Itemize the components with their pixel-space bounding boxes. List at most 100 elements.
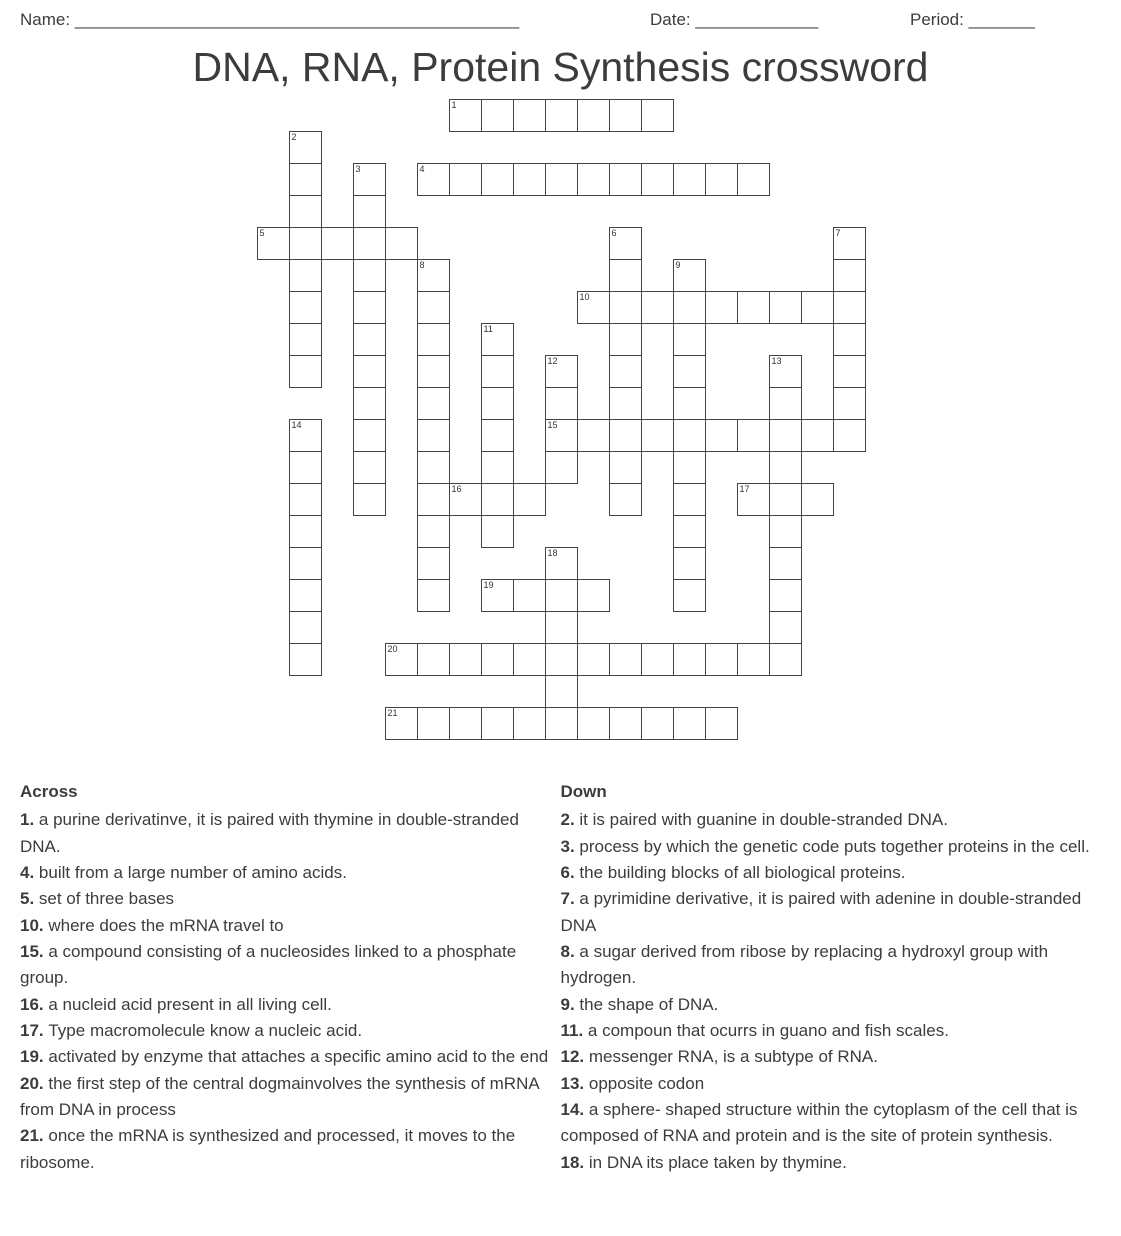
crossword-cell[interactable] bbox=[673, 483, 706, 516]
crossword-cell[interactable] bbox=[833, 387, 866, 420]
crossword-cell[interactable] bbox=[289, 355, 322, 388]
crossword-cell[interactable] bbox=[609, 163, 642, 196]
crossword-cell[interactable] bbox=[449, 163, 482, 196]
crossword-cell[interactable] bbox=[769, 291, 802, 324]
crossword-cell[interactable] bbox=[353, 483, 386, 516]
crossword-cell[interactable] bbox=[545, 163, 578, 196]
date-field[interactable]: Date: _____________ bbox=[650, 10, 910, 30]
crossword-cell[interactable] bbox=[449, 643, 482, 676]
crossword-cell[interactable] bbox=[545, 387, 578, 420]
crossword-cell[interactable] bbox=[833, 419, 866, 452]
crossword-cell[interactable] bbox=[577, 419, 610, 452]
crossword-cell[interactable] bbox=[545, 707, 578, 740]
crossword-cell[interactable] bbox=[673, 419, 706, 452]
crossword-cell[interactable] bbox=[353, 259, 386, 292]
crossword-cell[interactable] bbox=[769, 515, 802, 548]
crossword-cell[interactable] bbox=[417, 419, 450, 452]
crossword-cell[interactable] bbox=[289, 259, 322, 292]
crossword-cell[interactable] bbox=[673, 355, 706, 388]
crossword-cell[interactable] bbox=[289, 611, 322, 644]
crossword-cell[interactable] bbox=[417, 547, 450, 580]
crossword-cell[interactable] bbox=[641, 707, 674, 740]
crossword-cell[interactable]: 6 bbox=[609, 227, 642, 260]
crossword-cell[interactable] bbox=[641, 643, 674, 676]
crossword-cell[interactable]: 14 bbox=[289, 419, 322, 452]
crossword-cell[interactable] bbox=[545, 643, 578, 676]
crossword-cell[interactable] bbox=[673, 291, 706, 324]
crossword-cell[interactable] bbox=[289, 547, 322, 580]
crossword-cell[interactable] bbox=[289, 643, 322, 676]
crossword-cell[interactable]: 16 bbox=[449, 483, 482, 516]
crossword-cell[interactable] bbox=[417, 483, 450, 516]
crossword-cell[interactable] bbox=[769, 387, 802, 420]
crossword-cell[interactable] bbox=[673, 515, 706, 548]
crossword-cell[interactable] bbox=[513, 99, 546, 132]
crossword-cell[interactable] bbox=[289, 579, 322, 612]
crossword-cell[interactable] bbox=[289, 451, 322, 484]
crossword-cell[interactable] bbox=[289, 483, 322, 516]
crossword-cell[interactable] bbox=[321, 227, 354, 260]
crossword-cell[interactable]: 10 bbox=[577, 291, 610, 324]
crossword-cell[interactable] bbox=[289, 195, 322, 228]
crossword-cell[interactable]: 9 bbox=[673, 259, 706, 292]
crossword-cell[interactable] bbox=[673, 163, 706, 196]
crossword-cell[interactable] bbox=[673, 643, 706, 676]
crossword-cell[interactable] bbox=[545, 579, 578, 612]
crossword-cell[interactable] bbox=[353, 419, 386, 452]
crossword-cell[interactable]: 19 bbox=[481, 579, 514, 612]
crossword-cell[interactable] bbox=[545, 451, 578, 484]
crossword-cell[interactable] bbox=[737, 419, 770, 452]
crossword-cell[interactable] bbox=[609, 259, 642, 292]
crossword-cell[interactable] bbox=[833, 355, 866, 388]
crossword-cell[interactable] bbox=[385, 227, 418, 260]
crossword-cell[interactable] bbox=[481, 355, 514, 388]
crossword-cell[interactable] bbox=[577, 579, 610, 612]
crossword-cell[interactable]: 3 bbox=[353, 163, 386, 196]
crossword-cell[interactable] bbox=[833, 323, 866, 356]
crossword-cell[interactable]: 15 bbox=[545, 419, 578, 452]
crossword-cell[interactable]: 1 bbox=[449, 99, 482, 132]
crossword-cell[interactable] bbox=[577, 99, 610, 132]
crossword-cell[interactable] bbox=[609, 707, 642, 740]
crossword-cell[interactable] bbox=[417, 387, 450, 420]
crossword-cell[interactable] bbox=[545, 99, 578, 132]
crossword-cell[interactable] bbox=[481, 707, 514, 740]
crossword-cell[interactable]: 2 bbox=[289, 131, 322, 164]
crossword-cell[interactable] bbox=[609, 323, 642, 356]
crossword-cell[interactable]: 18 bbox=[545, 547, 578, 580]
crossword-cell[interactable] bbox=[417, 451, 450, 484]
crossword-cell[interactable] bbox=[705, 643, 738, 676]
crossword-cell[interactable] bbox=[545, 675, 578, 708]
crossword-cell[interactable] bbox=[737, 291, 770, 324]
crossword-cell[interactable]: 21 bbox=[385, 707, 418, 740]
crossword-cell[interactable] bbox=[609, 483, 642, 516]
crossword-cell[interactable] bbox=[481, 483, 514, 516]
crossword-cell[interactable]: 20 bbox=[385, 643, 418, 676]
crossword-cell[interactable] bbox=[481, 451, 514, 484]
crossword-cell[interactable] bbox=[289, 323, 322, 356]
crossword-cell[interactable] bbox=[417, 355, 450, 388]
crossword-cell[interactable] bbox=[673, 387, 706, 420]
crossword-cell[interactable] bbox=[417, 323, 450, 356]
crossword-cell[interactable] bbox=[545, 611, 578, 644]
crossword-cell[interactable] bbox=[673, 451, 706, 484]
crossword-cell[interactable] bbox=[641, 291, 674, 324]
crossword-cell[interactable] bbox=[769, 451, 802, 484]
crossword-cell[interactable] bbox=[705, 291, 738, 324]
crossword-cell[interactable] bbox=[609, 451, 642, 484]
crossword-cell[interactable] bbox=[513, 483, 546, 516]
crossword-cell[interactable] bbox=[801, 291, 834, 324]
crossword-cell[interactable] bbox=[641, 99, 674, 132]
crossword-cell[interactable] bbox=[417, 707, 450, 740]
crossword-cell[interactable] bbox=[353, 195, 386, 228]
crossword-cell[interactable] bbox=[705, 707, 738, 740]
crossword-cell[interactable] bbox=[801, 483, 834, 516]
crossword-cell[interactable] bbox=[513, 163, 546, 196]
crossword-cell[interactable] bbox=[769, 483, 802, 516]
crossword-cell[interactable] bbox=[353, 323, 386, 356]
name-field[interactable]: Name: __________________________________… bbox=[20, 10, 650, 30]
crossword-cell[interactable] bbox=[353, 387, 386, 420]
crossword-cell[interactable]: 11 bbox=[481, 323, 514, 356]
crossword-cell[interactable] bbox=[737, 163, 770, 196]
crossword-cell[interactable] bbox=[609, 419, 642, 452]
